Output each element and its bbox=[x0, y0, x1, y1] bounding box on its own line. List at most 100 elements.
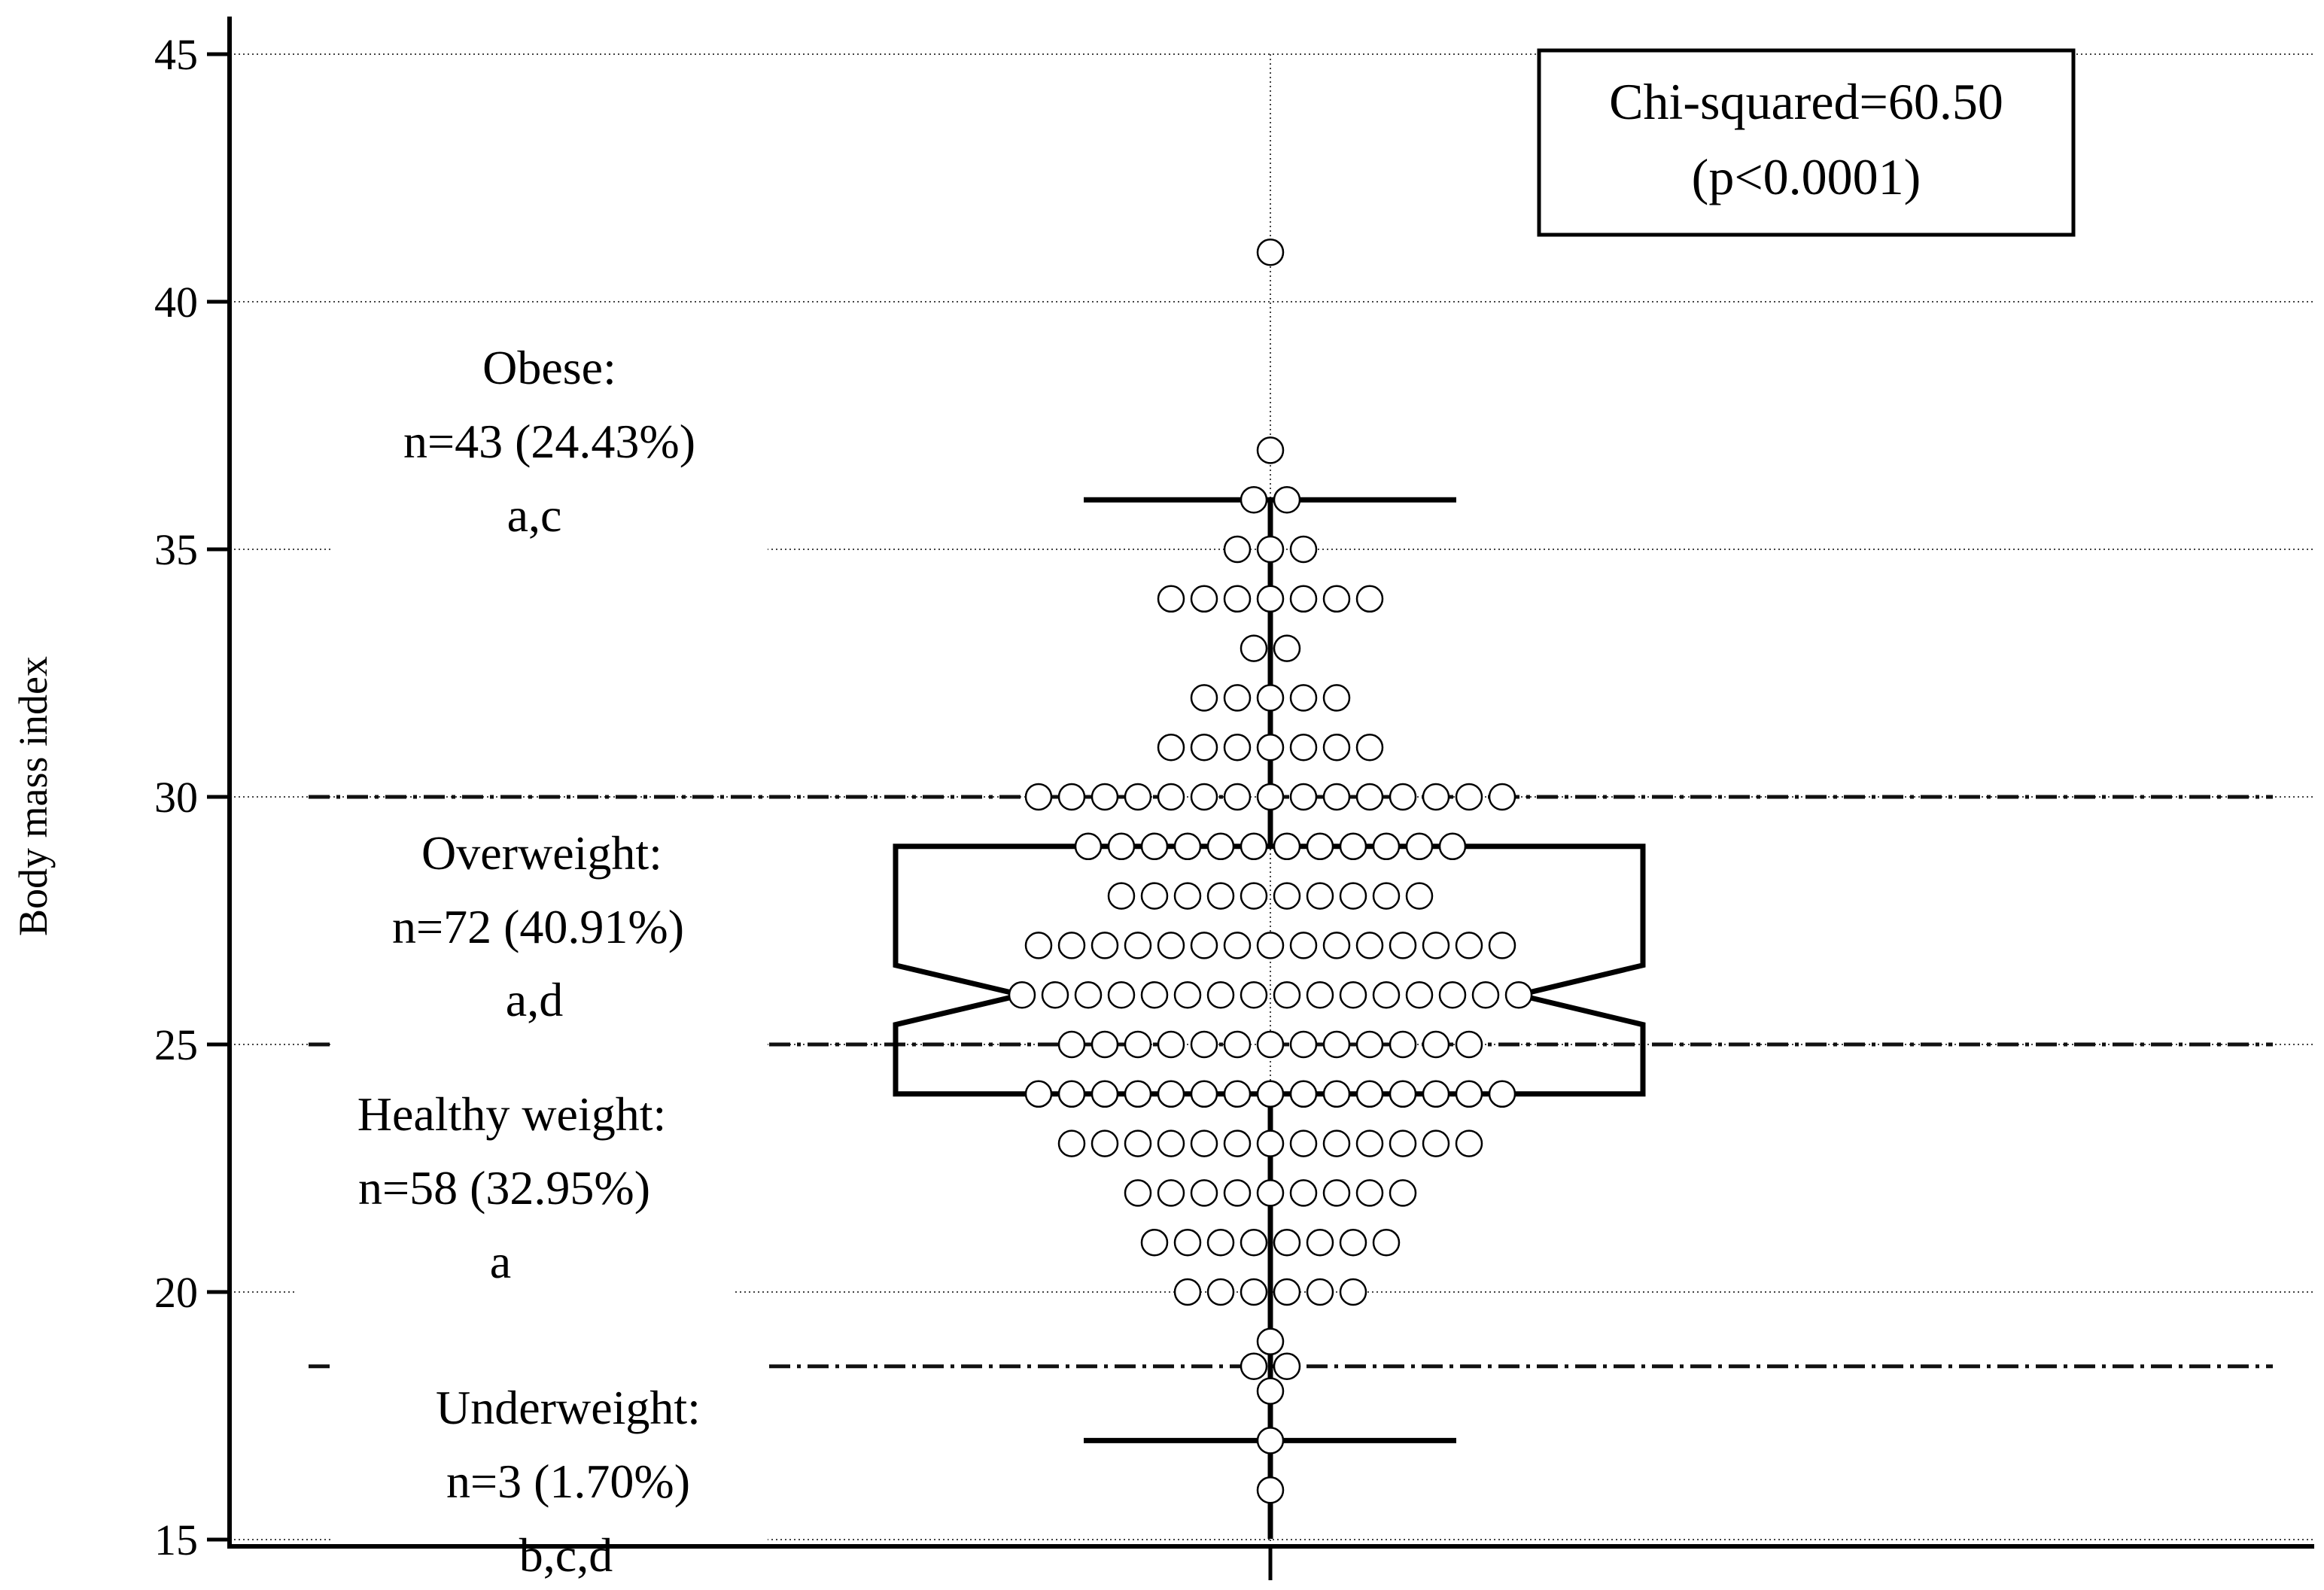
data-point bbox=[1273, 882, 1301, 910]
data-point bbox=[1422, 1030, 1450, 1059]
data-point bbox=[1240, 1278, 1268, 1306]
category-name: Obese: bbox=[482, 341, 616, 394]
data-point bbox=[1339, 882, 1367, 910]
data-point bbox=[1488, 932, 1516, 959]
category-obese: Obese: n=43 (24.43%) a,c bbox=[403, 341, 695, 542]
data-point bbox=[1190, 1080, 1218, 1108]
data-point bbox=[1124, 932, 1152, 959]
data-point bbox=[1405, 882, 1434, 910]
y-tick-label-20: 20 bbox=[154, 1268, 198, 1317]
data-point bbox=[1157, 1030, 1185, 1059]
data-point bbox=[1488, 1080, 1516, 1108]
data-point bbox=[1240, 1228, 1268, 1257]
data-point bbox=[1223, 535, 1252, 564]
category-name: Underweight: bbox=[436, 1381, 701, 1434]
data-point bbox=[1256, 783, 1285, 811]
data-point bbox=[1389, 1030, 1417, 1059]
data-point bbox=[1124, 1080, 1152, 1108]
category-name: Overweight: bbox=[421, 826, 662, 880]
data-point bbox=[1190, 1129, 1218, 1157]
data-point bbox=[1372, 1228, 1401, 1257]
data-point bbox=[1355, 733, 1384, 762]
data-point bbox=[1173, 980, 1202, 1009]
data-point bbox=[1289, 932, 1318, 959]
y-tick-label-45: 45 bbox=[154, 30, 198, 79]
data-point bbox=[1273, 980, 1301, 1009]
data-point bbox=[1008, 980, 1036, 1009]
data-point bbox=[1389, 1179, 1417, 1207]
data-point bbox=[1322, 932, 1351, 959]
data-point bbox=[1322, 1080, 1351, 1108]
notched-box bbox=[893, 844, 1646, 1097]
data-point bbox=[1306, 832, 1334, 861]
category-letters: a,d bbox=[506, 973, 563, 1026]
data-point bbox=[1438, 980, 1467, 1009]
data-point bbox=[1190, 783, 1218, 811]
data-point bbox=[1389, 932, 1417, 959]
y-tick-label-40: 40 bbox=[154, 278, 198, 327]
data-point bbox=[1223, 1179, 1252, 1207]
data-point bbox=[1206, 882, 1235, 910]
data-point bbox=[1355, 585, 1384, 613]
data-point bbox=[1405, 980, 1434, 1009]
data-point bbox=[1206, 1228, 1235, 1257]
data-point bbox=[1306, 980, 1334, 1009]
data-point bbox=[1471, 980, 1500, 1009]
data-point bbox=[1256, 1080, 1285, 1108]
chi-squared-value: Chi-squared=60.50 bbox=[1609, 73, 2003, 130]
y-axis-label: Body mass index bbox=[11, 656, 56, 936]
category-count: n=43 (24.43%) bbox=[403, 415, 695, 468]
data-point bbox=[1206, 980, 1235, 1009]
data-point bbox=[1389, 1129, 1417, 1157]
data-point bbox=[1289, 535, 1318, 564]
data-point bbox=[1140, 1228, 1169, 1257]
category-underweight: Underweight: n=3 (1.70%) b,c,d bbox=[436, 1381, 701, 1582]
data-point bbox=[1322, 1030, 1351, 1059]
data-point bbox=[1223, 1030, 1252, 1059]
data-point bbox=[1124, 1129, 1152, 1157]
data-point bbox=[1322, 585, 1351, 613]
data-point bbox=[1091, 1030, 1119, 1059]
data-point bbox=[1240, 882, 1268, 910]
label-mask-2 bbox=[297, 1069, 734, 1317]
data-point bbox=[1107, 980, 1136, 1009]
data-point bbox=[1372, 980, 1401, 1009]
chi-squared-box: Chi-squared=60.50 (p<0.0001) bbox=[1537, 48, 2076, 237]
data-point bbox=[1256, 238, 1285, 266]
data-point bbox=[1322, 783, 1351, 811]
data-point bbox=[1041, 980, 1069, 1009]
data-point bbox=[1389, 783, 1417, 811]
data-point bbox=[1024, 783, 1053, 811]
data-point bbox=[1322, 733, 1351, 762]
data-point bbox=[1289, 783, 1318, 811]
data-point bbox=[1372, 882, 1401, 910]
data-point bbox=[1438, 832, 1467, 861]
data-point bbox=[1124, 1179, 1152, 1207]
data-point bbox=[1256, 1030, 1285, 1059]
data-point bbox=[1223, 1080, 1252, 1108]
data-point bbox=[1355, 932, 1384, 959]
data-point bbox=[1024, 1080, 1053, 1108]
data-point bbox=[1124, 1030, 1152, 1059]
data-point bbox=[1273, 1352, 1301, 1380]
data-point bbox=[1339, 1228, 1367, 1257]
data-point bbox=[1124, 783, 1152, 811]
data-point bbox=[1422, 1080, 1450, 1108]
data-point bbox=[1223, 1129, 1252, 1157]
data-point bbox=[1289, 585, 1318, 613]
data-point bbox=[1273, 1278, 1301, 1306]
data-point bbox=[1339, 980, 1367, 1009]
data-point bbox=[1256, 1327, 1285, 1356]
data-point bbox=[1057, 1080, 1086, 1108]
data-point bbox=[1157, 733, 1185, 762]
data-point bbox=[1206, 832, 1235, 861]
data-point bbox=[1157, 1080, 1185, 1108]
data-point bbox=[1074, 980, 1103, 1009]
data-point bbox=[1455, 1080, 1483, 1108]
stat-box-frame bbox=[1537, 48, 2076, 237]
data-point bbox=[1289, 1030, 1318, 1059]
data-point bbox=[1173, 832, 1202, 861]
data-point bbox=[1273, 634, 1301, 662]
data-point bbox=[1256, 535, 1285, 564]
data-point bbox=[1289, 684, 1318, 712]
